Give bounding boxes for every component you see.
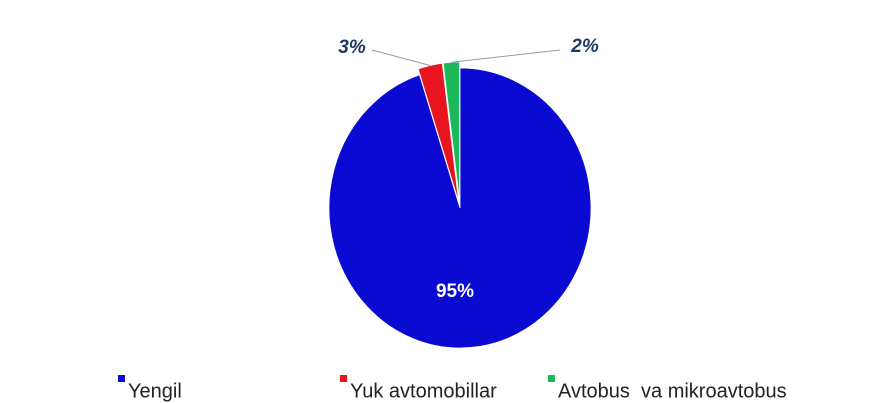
legend-marker xyxy=(548,375,555,382)
leader-line xyxy=(451,49,561,63)
data-label: 95% xyxy=(436,281,474,302)
data-label: 2% xyxy=(570,36,599,57)
legend-label: Yuk avtomobillar xyxy=(350,380,497,402)
pie-slice xyxy=(328,67,592,349)
legend-marker xyxy=(118,375,125,382)
legend-marker xyxy=(340,375,347,382)
legend-label: Avtobus va mikroavtobus xyxy=(558,380,787,402)
data-label: 3% xyxy=(338,37,366,58)
leader-line xyxy=(371,49,431,66)
legend-label: Yengil xyxy=(128,380,182,402)
